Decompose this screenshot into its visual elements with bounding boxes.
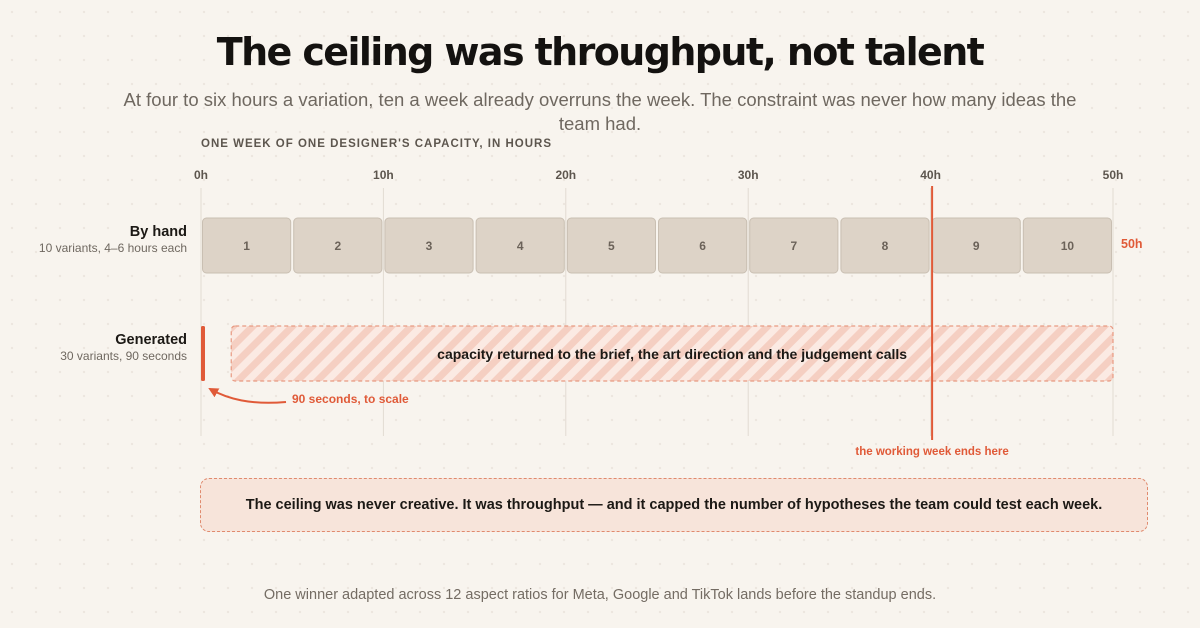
x-tick-label: 10h [373,168,394,182]
variant-bar [658,217,748,274]
x-tick-label: 0h [194,168,208,182]
variant-bar [202,217,292,274]
row-sublabel-generated: 30 variants, 90 seconds [60,349,187,363]
x-tick-label: 50h [1103,168,1124,182]
reference-line-label: the working week ends here [855,446,1008,458]
variant-bar-label: 7 [790,239,797,253]
variant-bar [566,217,656,274]
row-label-by-hand: By hand [130,224,187,240]
page-subtitle: At four to six hours a variation, ten a … [123,89,1077,134]
x-tick-label: 40h [920,168,941,182]
variant-bar-label: 9 [973,239,980,253]
variant-bar-label: 5 [608,239,615,253]
annotation-label: 90 seconds, to scale [292,392,409,406]
returned-capacity-label: capacity returned to the brief, the art … [437,346,907,362]
page-title: The ceiling was throughput, not talent [216,30,985,74]
axis-title: ONE WEEK OF ONE DESIGNER'S CAPACITY, IN … [201,138,552,150]
variant-bar [1022,217,1112,274]
variant-bar [749,217,839,274]
by-hand-total-label: 50h [1121,237,1143,251]
variant-bar-label: 8 [882,239,889,253]
variant-bar-label: 10 [1061,239,1075,253]
returned-capacity-band [230,325,1114,382]
row-sublabel-by-hand: 10 variants, 4–6 hours each [39,241,187,255]
x-tick-label: 30h [738,168,759,182]
variant-bar-label: 3 [426,239,433,253]
variant-bar-label: 1 [243,239,250,253]
variant-bar [475,217,565,274]
variant-bar-label: 6 [699,239,706,253]
callout-text: The ceiling was never creative. It was t… [245,497,1103,513]
callout-box: The ceiling was never creative. It was t… [200,478,1148,532]
variant-bar-label: 2 [334,239,341,253]
variant-bar [293,217,383,274]
variant-bar-label: 4 [517,239,524,253]
row-label-generated: Generated [115,332,187,348]
footer-note: One winner adapted across 12 aspect rati… [263,587,937,603]
generated-bar [201,326,205,381]
variant-bar [384,217,474,274]
x-tick-label: 20h [555,168,576,182]
annotation-arrow [208,388,287,404]
variant-bar [840,217,930,274]
